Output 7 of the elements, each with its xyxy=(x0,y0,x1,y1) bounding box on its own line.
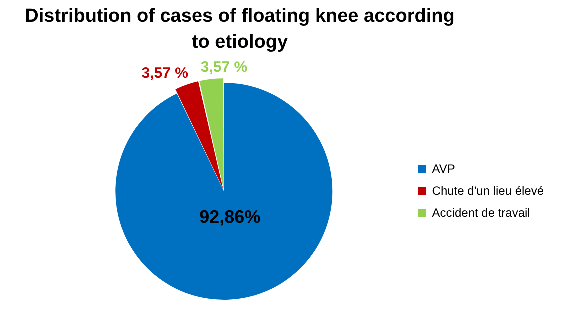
legend-label: Accident de travail xyxy=(432,206,530,220)
chart-title: Distribution of cases of floating knee according to etiology xyxy=(24,5,456,55)
legend-label: AVP xyxy=(432,162,456,176)
data-label: 3,57 % xyxy=(200,58,248,76)
data-label: 3,57 % xyxy=(142,65,188,82)
legend-label: Chute d'un lieu élevé xyxy=(432,184,544,198)
data-label: 92,86% xyxy=(200,206,261,227)
